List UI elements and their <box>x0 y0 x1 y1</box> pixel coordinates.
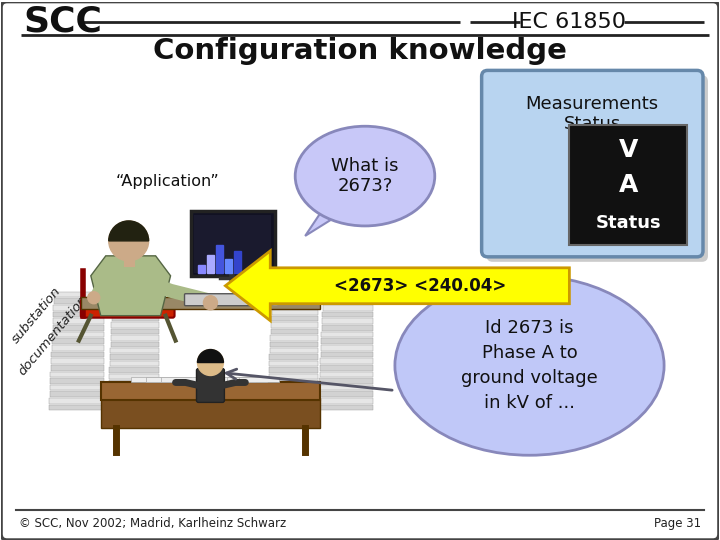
Bar <box>53 332 104 338</box>
Bar <box>112 322 158 328</box>
Text: What is
2673?: What is 2673? <box>331 157 399 195</box>
FancyBboxPatch shape <box>81 296 320 309</box>
Bar <box>50 385 104 390</box>
FancyBboxPatch shape <box>191 211 275 276</box>
Bar <box>271 329 318 334</box>
Text: SCC: SCC <box>23 4 102 38</box>
Bar <box>323 292 373 298</box>
Text: documentation: documentation <box>16 293 90 378</box>
Bar <box>269 361 318 366</box>
Bar <box>112 303 158 308</box>
Bar <box>269 374 318 379</box>
FancyBboxPatch shape <box>197 368 225 402</box>
Bar <box>319 385 373 390</box>
Bar <box>161 377 205 382</box>
Bar <box>271 322 318 328</box>
Bar <box>51 352 104 357</box>
Bar <box>272 303 318 308</box>
Bar <box>111 335 158 341</box>
Text: IEC 61850: IEC 61850 <box>513 11 626 31</box>
Circle shape <box>88 292 100 303</box>
Bar <box>131 377 176 382</box>
FancyBboxPatch shape <box>570 125 687 245</box>
Bar <box>270 342 318 347</box>
FancyBboxPatch shape <box>194 215 271 273</box>
Bar <box>270 348 318 353</box>
Text: “Application”: “Application” <box>116 173 220 188</box>
Bar <box>321 345 373 350</box>
Bar <box>320 372 373 377</box>
Bar <box>318 398 373 404</box>
FancyBboxPatch shape <box>184 294 261 306</box>
Bar <box>145 377 191 382</box>
Bar <box>109 367 158 373</box>
Bar <box>321 332 373 338</box>
Bar <box>111 342 158 347</box>
Circle shape <box>197 349 223 375</box>
Bar <box>52 345 104 350</box>
Ellipse shape <box>395 276 664 455</box>
Bar <box>54 292 104 298</box>
Bar <box>109 374 158 379</box>
Bar <box>51 358 104 364</box>
FancyBboxPatch shape <box>81 300 174 318</box>
Bar <box>199 265 205 273</box>
Text: Measurements: Measurements <box>526 95 659 113</box>
FancyBboxPatch shape <box>487 76 708 262</box>
Bar <box>207 255 215 273</box>
Bar <box>271 335 318 341</box>
Bar <box>321 338 373 344</box>
Bar <box>54 299 104 304</box>
Bar <box>49 405 104 410</box>
Circle shape <box>204 296 217 309</box>
Bar <box>110 348 158 353</box>
Circle shape <box>109 221 148 261</box>
Polygon shape <box>305 206 345 236</box>
Text: Configuration knowledge: Configuration knowledge <box>153 37 567 65</box>
Text: V: V <box>618 138 638 162</box>
Text: Status: Status <box>564 115 621 133</box>
Ellipse shape <box>295 126 435 226</box>
Bar <box>320 365 373 370</box>
Bar <box>323 299 373 304</box>
FancyBboxPatch shape <box>101 382 320 401</box>
Bar <box>110 354 158 360</box>
Bar <box>322 325 373 330</box>
FancyBboxPatch shape <box>101 399 320 428</box>
Text: <2673> <240.04>: <2673> <240.04> <box>333 277 506 295</box>
Bar <box>323 312 373 318</box>
Bar <box>112 296 158 302</box>
Text: Id 2673 is
Phase A to
ground voltage
in kV of ...: Id 2673 is Phase A to ground voltage in … <box>461 319 598 412</box>
Bar <box>269 380 318 386</box>
Bar <box>269 367 318 373</box>
Bar <box>319 392 373 397</box>
Bar <box>228 377 267 382</box>
Bar <box>49 398 104 404</box>
Bar <box>52 338 104 344</box>
Bar <box>109 361 158 366</box>
Bar <box>225 259 233 273</box>
Bar <box>235 251 241 273</box>
Bar <box>53 325 104 330</box>
Bar <box>53 312 104 318</box>
Bar <box>53 318 104 324</box>
Bar <box>50 392 104 397</box>
Bar <box>112 316 158 321</box>
Bar <box>323 305 373 310</box>
Wedge shape <box>197 349 223 362</box>
Bar <box>320 378 373 384</box>
Text: Page 31: Page 31 <box>654 517 701 530</box>
Bar <box>269 354 318 360</box>
Bar <box>53 305 104 310</box>
Bar <box>112 309 158 315</box>
Bar <box>318 405 373 410</box>
Bar <box>239 377 279 382</box>
Bar <box>320 352 373 357</box>
FancyBboxPatch shape <box>482 70 703 257</box>
Bar <box>111 329 158 334</box>
Polygon shape <box>91 256 171 316</box>
Text: Status: Status <box>595 214 661 232</box>
Bar <box>322 318 373 324</box>
Ellipse shape <box>269 295 282 305</box>
